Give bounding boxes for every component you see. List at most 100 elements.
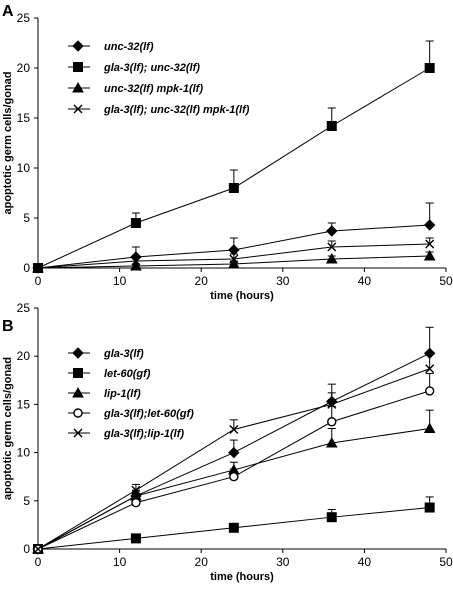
data-point (326, 121, 337, 131)
data-point (33, 544, 43, 554)
data-point (229, 254, 239, 264)
data-point (325, 252, 338, 264)
legend-label: gla-3(lf); unc-32(lf) (103, 62, 200, 74)
x-tick-label: 40 (358, 555, 372, 569)
y-tick-label: 25 (17, 11, 31, 25)
data-point (130, 533, 141, 544)
x-marker-stroke (229, 424, 239, 434)
y-tick-label: 20 (17, 349, 31, 363)
legend-marker (73, 104, 83, 114)
panel-label: B (2, 318, 14, 335)
x-marker-stroke (73, 104, 83, 114)
legend-label: gla-3(lf);lip-1(lf) (103, 428, 184, 440)
data-point (130, 259, 142, 271)
y-tick-label: 10 (17, 161, 31, 175)
panel-a: A 0 5 10 15 20 25 0 10 20 30 40 50 time (hours) apopto… (2, 3, 453, 302)
data-point (327, 417, 337, 427)
y-tick-label: 10 (17, 446, 31, 460)
x-tick-label: 0 (35, 555, 42, 569)
data-point (327, 242, 337, 252)
legend-marker (72, 347, 84, 359)
data-point (229, 424, 239, 434)
legend: gla-3(lf) let-60(gf) lip-1(lf) gla-3(lf);le… (68, 347, 194, 440)
data-point (423, 422, 436, 433)
legend-item: gla-3(lf);let-60(gf) (68, 408, 194, 420)
x-marker-stroke (131, 485, 141, 495)
panel-b: B 0 5 10 15 20 25 0 10 20 30 40 50 time (hours) apopto… (2, 301, 453, 583)
legend-label: gla-3(lf); unc-32(lf) mpk-1(lf) (103, 104, 250, 116)
y-tick-label: 0 (23, 542, 30, 556)
legend-label: unc-32(lf) mpk-1(lf) (104, 83, 203, 95)
x-tick-label: 10 (113, 274, 127, 288)
series-line (37, 368, 430, 550)
data-point (423, 249, 436, 261)
data-point (424, 63, 435, 73)
legend-item: gla-3(lf);lip-1(lf) (68, 428, 184, 440)
data-point (424, 386, 435, 396)
x-marker-stroke (425, 364, 435, 374)
series-gla-3-lf (32, 326, 436, 555)
legend-item: gla-3(lf); unc-32(lf) (68, 62, 200, 74)
y-tick-label: 15 (17, 111, 31, 125)
x-tick-label: 20 (195, 274, 209, 288)
x-axis-title: time (hours) (210, 571, 274, 583)
legend-label: unc-32(lf) (104, 41, 154, 53)
data-point (228, 446, 240, 459)
legend-marker (72, 81, 84, 93)
data-point (425, 364, 435, 374)
x-marker-stroke (131, 256, 141, 266)
x-tick-label: 50 (439, 274, 453, 288)
legend-item: unc-32(lf) (68, 40, 154, 53)
series-gla-3-lf-lip-1-lf (33, 353, 435, 554)
data-point (131, 256, 141, 266)
legend-label: lip-1(lf) (104, 388, 141, 400)
y-tick-label: 25 (17, 301, 31, 315)
x-tick-label: 0 (35, 274, 42, 288)
y-tick-label: 5 (23, 494, 30, 508)
legend-item: let-60(gf) (68, 368, 151, 380)
legend-label: gla-3(lf);let-60(gf) (103, 408, 194, 420)
legend-marker (73, 368, 83, 378)
y-tick-label: 0 (23, 261, 30, 275)
legend-marker (73, 428, 83, 438)
legend-label: gla-3(lf) (103, 348, 144, 360)
data-point (228, 183, 239, 193)
x-tick-label: 10 (113, 555, 127, 569)
data-point (229, 472, 239, 482)
data-point (326, 512, 337, 523)
legend-marker (73, 62, 83, 72)
y-axis-title: apoptotic germ cells/gonad (2, 357, 14, 500)
x-tick-label: 20 (195, 555, 209, 569)
series-gla-3-lf-unc-32-lf-mpk-1-lf (33, 237, 435, 273)
x-marker-stroke (229, 254, 239, 264)
x-marker-stroke (327, 399, 337, 409)
data-point (424, 502, 435, 513)
data-point (131, 498, 141, 508)
x-marker-stroke (33, 263, 43, 273)
data-point (131, 485, 141, 495)
x-axis-title: time (hours) (210, 290, 274, 302)
data-point (33, 263, 43, 273)
legend-item: gla-3(lf); unc-32(lf) mpk-1(lf) (68, 104, 250, 116)
y-axis-title: apoptotic germ cells/gonad (2, 71, 14, 214)
data-point (423, 219, 436, 231)
data-point (227, 257, 240, 269)
data-point (327, 399, 337, 409)
panel-label: A (2, 3, 14, 20)
legend-marker (72, 40, 84, 52)
data-point (325, 436, 338, 448)
legend-item: unc-32(lf) mpk-1(lf) (68, 81, 203, 95)
legend-label: let-60(gf) (104, 368, 151, 380)
data-point (425, 239, 435, 249)
x-tick-label: 40 (358, 274, 372, 288)
series-gla-3-lf-let-60-gf (33, 373, 435, 554)
series-let-60-gf (33, 496, 435, 554)
data-point (228, 522, 239, 533)
x-marker-stroke (327, 242, 337, 252)
legend-marker (73, 408, 83, 418)
x-tick-label: 50 (439, 555, 453, 569)
data-point (130, 218, 141, 228)
y-tick-label: 5 (23, 211, 30, 225)
